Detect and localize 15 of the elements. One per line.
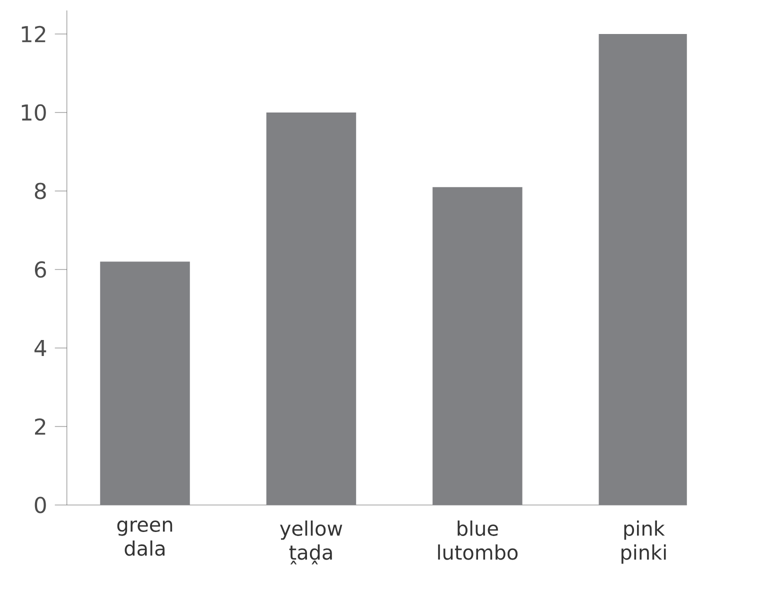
bar xyxy=(266,112,356,505)
bar xyxy=(100,262,190,505)
x-tick-label: green dala xyxy=(117,520,172,556)
y-tick-label: 8 xyxy=(34,182,46,200)
bar xyxy=(432,187,522,505)
y-tick-label: 0 xyxy=(34,496,46,514)
bar xyxy=(598,34,687,505)
x-tick-label: pink pinki xyxy=(622,520,666,564)
x-tick-label: blue lutombo xyxy=(438,520,518,560)
y-tick-label: 6 xyxy=(34,261,46,278)
y-tick-label: 12 xyxy=(22,26,46,42)
y-tick-label: 10 xyxy=(22,104,46,121)
y-tick-label: 2 xyxy=(35,418,46,435)
x-tick-label: yellow ṱaḓa xyxy=(280,520,342,564)
y-tick-label: 4 xyxy=(34,340,46,356)
